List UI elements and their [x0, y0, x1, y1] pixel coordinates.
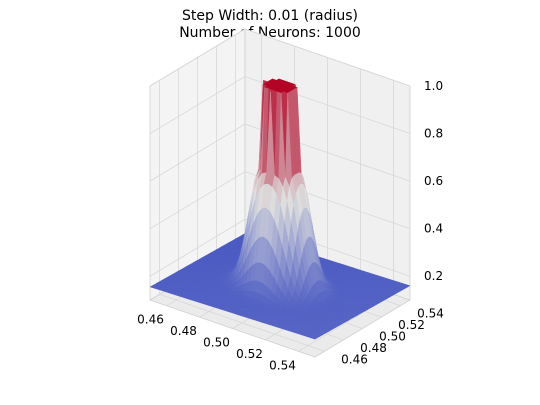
x-tick-label: 0.54 — [269, 358, 296, 372]
y-axis-ticks: 0.460.480.500.520.54 — [341, 307, 444, 367]
x-tick-label: 0.46 — [137, 313, 164, 327]
y-tick-label: 0.54 — [417, 307, 444, 321]
x-tick-label: 0.48 — [170, 324, 197, 338]
y-tick-label: 0.50 — [379, 330, 406, 344]
chart-title-line-2: Number of Neurons: 1000 — [179, 25, 361, 41]
y-tick-label: 0.48 — [360, 341, 387, 355]
surface-mesh — [149, 78, 411, 340]
left-grid-z — [149, 218, 246, 277]
left-grid-z — [149, 123, 246, 182]
left-grid-z — [149, 171, 246, 230]
z-tick-label: 0.6 — [424, 174, 443, 188]
floor-grid-y — [159, 293, 325, 352]
y-tick-label: 0.46 — [341, 352, 368, 366]
chart-title-line-1: Step Width: 0.01 (radius) — [182, 8, 358, 24]
x-tick-label: 0.50 — [203, 336, 230, 350]
x-axis-ticks: 0.46 0.48 0.50 0.52 0.54 — [137, 313, 296, 373]
z-axis-ticks: 0.2 0.4 0.6 0.8 1.0 — [424, 79, 443, 283]
z-tick-label: 0.4 — [424, 222, 443, 236]
left-grid-z — [149, 28, 246, 87]
z-tick-label: 0.2 — [424, 269, 443, 283]
back-grid-z — [244, 28, 411, 87]
z-tick-label: 1.0 — [424, 79, 443, 93]
left-grid-z — [149, 76, 246, 134]
surface-patch — [310, 336, 318, 340]
x-tick-label: 0.52 — [236, 347, 263, 361]
y-tick-label: 0.52 — [398, 318, 425, 332]
z-tick-label: 0.8 — [424, 127, 443, 141]
